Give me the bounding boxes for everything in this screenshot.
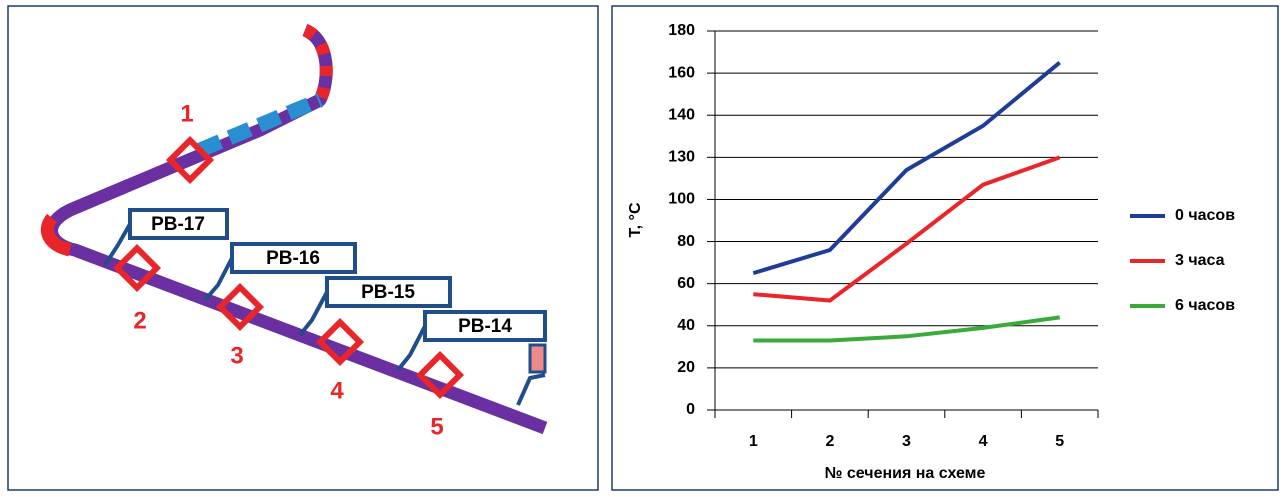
section-label: 2 [133, 307, 146, 334]
legend-label: 3 часа [1175, 252, 1225, 269]
y-tick-label: 100 [668, 191, 695, 208]
x-tick-label: 5 [1055, 433, 1064, 450]
valve-label: РВ-17 [151, 214, 205, 235]
section-label: 4 [330, 377, 344, 404]
valve-box-edge [530, 345, 545, 372]
y-tick-label: 180 [668, 22, 695, 39]
x-tick-label: 1 [749, 433, 758, 450]
x-tick-label: 4 [979, 433, 988, 450]
figure: 1 2 3 4 5 РВ-17 РВ-16 РВ-15 РВ-14 № сече… [0, 0, 1285, 492]
x-tick-label: 3 [902, 433, 911, 450]
section-label: 3 [230, 342, 243, 369]
y-tick-label: 130 [668, 149, 695, 166]
valve-label: РВ-15 [361, 282, 415, 303]
legend-label: 6 часов [1175, 297, 1235, 314]
section-label: 5 [430, 413, 443, 440]
y-tick-label: 80 [677, 233, 695, 250]
legend-label: 0 часов [1175, 207, 1235, 224]
y-tick-label: 0 [686, 401, 695, 418]
valve-label: РВ-16 [266, 248, 320, 269]
y-tick-label: 60 [677, 275, 695, 292]
y-tick-label: 160 [668, 64, 695, 81]
y-tick-label: 140 [668, 106, 695, 123]
y-axis-title: Т, °С [627, 202, 644, 237]
y-tick-label: 40 [677, 317, 695, 334]
valve-label: РВ-14 [458, 316, 512, 337]
y-tick-label: 20 [677, 359, 695, 376]
x-tick-label: 2 [825, 433, 834, 450]
x-axis-title: № сечения на схеме [825, 465, 986, 482]
section-label: 1 [180, 100, 193, 127]
page: 1 2 3 4 5 РВ-17 РВ-16 РВ-15 РВ-14 № сече… [0, 0, 1285, 497]
